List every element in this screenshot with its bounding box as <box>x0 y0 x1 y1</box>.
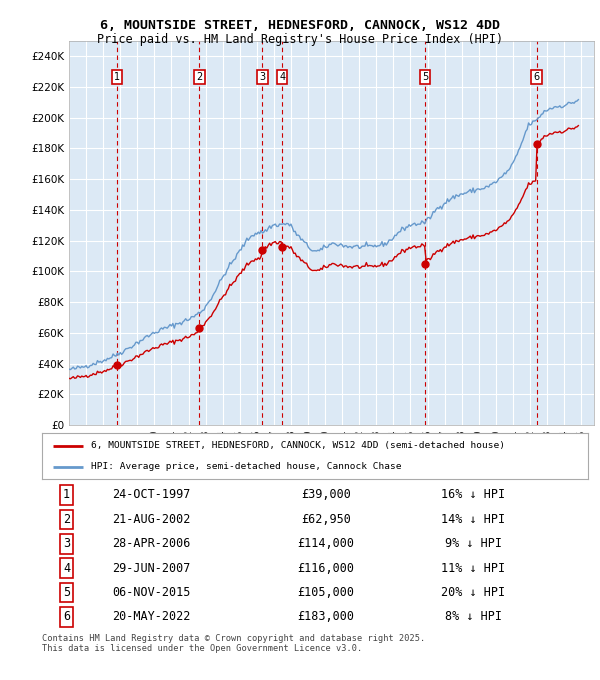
Text: £105,000: £105,000 <box>298 586 355 599</box>
Text: HPI: Average price, semi-detached house, Cannock Chase: HPI: Average price, semi-detached house,… <box>91 462 401 471</box>
Text: 24-OCT-1997: 24-OCT-1997 <box>112 488 190 501</box>
Text: 8% ↓ HPI: 8% ↓ HPI <box>445 611 502 624</box>
Text: 3: 3 <box>259 72 266 82</box>
Text: 21-AUG-2002: 21-AUG-2002 <box>112 513 190 526</box>
Text: 11% ↓ HPI: 11% ↓ HPI <box>441 562 505 575</box>
Text: £116,000: £116,000 <box>298 562 355 575</box>
Text: 2: 2 <box>63 513 70 526</box>
Text: Price paid vs. HM Land Registry's House Price Index (HPI): Price paid vs. HM Land Registry's House … <box>97 33 503 46</box>
Text: 16% ↓ HPI: 16% ↓ HPI <box>441 488 505 501</box>
Text: £62,950: £62,950 <box>301 513 351 526</box>
Text: 1: 1 <box>114 72 120 82</box>
Text: 6: 6 <box>533 72 539 82</box>
Text: 3: 3 <box>63 537 70 550</box>
Text: 2: 2 <box>196 72 203 82</box>
Text: £114,000: £114,000 <box>298 537 355 550</box>
Text: 14% ↓ HPI: 14% ↓ HPI <box>441 513 505 526</box>
Text: 5: 5 <box>63 586 70 599</box>
Text: 20-MAY-2022: 20-MAY-2022 <box>112 611 190 624</box>
Text: 20% ↓ HPI: 20% ↓ HPI <box>441 586 505 599</box>
Text: £183,000: £183,000 <box>298 611 355 624</box>
Text: 6, MOUNTSIDE STREET, HEDNESFORD, CANNOCK, WS12 4DD: 6, MOUNTSIDE STREET, HEDNESFORD, CANNOCK… <box>100 19 500 32</box>
Text: 1: 1 <box>63 488 70 501</box>
Text: 28-APR-2006: 28-APR-2006 <box>112 537 190 550</box>
Text: 4: 4 <box>279 72 286 82</box>
Text: Contains HM Land Registry data © Crown copyright and database right 2025.
This d: Contains HM Land Registry data © Crown c… <box>42 634 425 653</box>
Text: 9% ↓ HPI: 9% ↓ HPI <box>445 537 502 550</box>
Text: 29-JUN-2007: 29-JUN-2007 <box>112 562 190 575</box>
Text: £39,000: £39,000 <box>301 488 351 501</box>
Text: 6: 6 <box>63 611 70 624</box>
Text: 5: 5 <box>422 72 428 82</box>
Text: 4: 4 <box>63 562 70 575</box>
Text: 6, MOUNTSIDE STREET, HEDNESFORD, CANNOCK, WS12 4DD (semi-detached house): 6, MOUNTSIDE STREET, HEDNESFORD, CANNOCK… <box>91 441 505 450</box>
Text: 06-NOV-2015: 06-NOV-2015 <box>112 586 190 599</box>
